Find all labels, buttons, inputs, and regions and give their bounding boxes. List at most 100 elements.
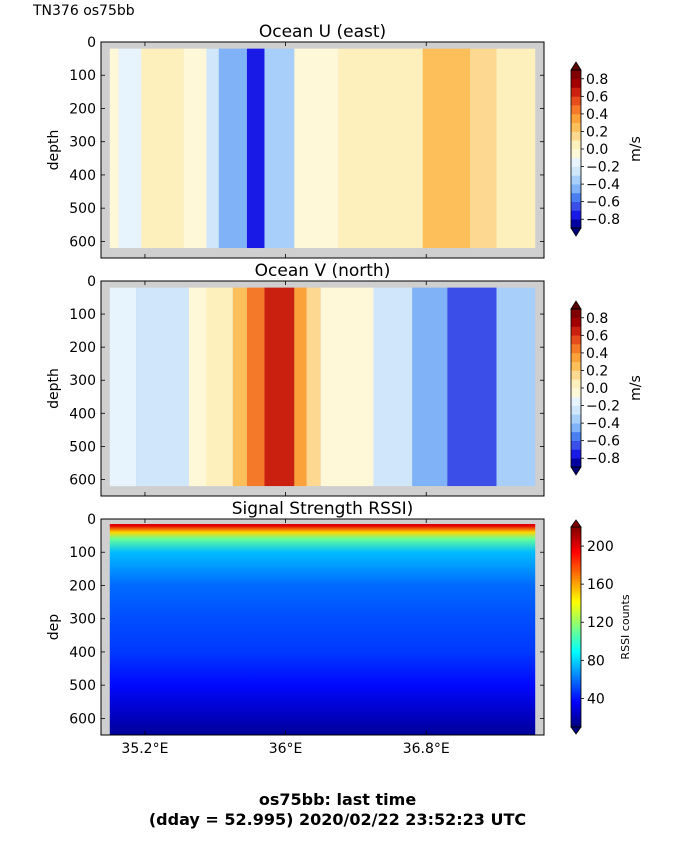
data-column [232, 287, 247, 487]
colorbar-tick-label: 0.6 [586, 328, 608, 344]
x-tick-label: 35.2°E [121, 741, 168, 757]
colorbar-tick-label: 0.0 [586, 381, 608, 397]
data-column [109, 48, 119, 249]
y-tick-label: 200 [69, 340, 96, 356]
colorbar-tick-label: 0.0 [586, 142, 608, 158]
colorbar-extend-top [570, 519, 582, 528]
y-tick-label: 600 [69, 472, 96, 488]
colorbar-tick-label: 0.8 [586, 311, 608, 327]
panel-title: Ocean U (east) [259, 22, 386, 42]
y-tick-label: 400 [69, 168, 96, 184]
colorbar-label: m/s [628, 136, 644, 162]
data-column [496, 287, 536, 487]
colorbar-segment [571, 149, 581, 159]
data-column [412, 287, 448, 487]
y-tick-label: 400 [69, 406, 96, 422]
y-axis-label: dep [46, 614, 62, 641]
y-tick-label: 300 [69, 373, 96, 389]
data-column [470, 48, 497, 249]
colorbar-label: RSSI counts [619, 594, 632, 659]
colorbar-tick-label: −0.6 [586, 195, 620, 211]
y-tick-label: 0 [87, 274, 96, 290]
y-tick-label: 400 [69, 645, 96, 661]
y-tick-label: 200 [69, 578, 96, 594]
data-column [206, 287, 233, 487]
data-column [422, 48, 471, 249]
y-tick-label: 600 [69, 234, 96, 250]
data-column [141, 48, 184, 249]
y-tick-label: 600 [69, 711, 96, 727]
colorbar-segment [571, 431, 581, 441]
colorbar-segment [571, 210, 581, 220]
colorbar-tick-label: 0.4 [586, 107, 608, 123]
colorbar-segment [571, 414, 581, 424]
x-tick-label: 36.8°E [403, 741, 450, 757]
figure: 0.80.60.40.20.0−0.2−0.4−0.6−0.8m/sOcean … [46, 22, 644, 757]
colorbar-segment [571, 87, 581, 97]
colorbar-segment [571, 388, 581, 398]
colorbar-segment [571, 317, 581, 327]
colorbar-tick-label: 160 [587, 577, 614, 593]
colorbar-segment [571, 440, 581, 450]
axes-frame [100, 41, 545, 259]
x-tick-label: 36°E [269, 741, 303, 757]
colorbar-extend-top [570, 61, 582, 71]
data-column [373, 287, 413, 487]
colorbar-segment [571, 219, 581, 229]
y-tick-label: 500 [69, 678, 96, 694]
data-column [320, 287, 374, 487]
data-column [338, 48, 423, 249]
colorbar-segment [571, 166, 581, 176]
rssi-field [109, 523, 536, 735]
colorbar-tick-label: 0.8 [586, 72, 608, 88]
y-tick-label: 0 [87, 35, 96, 51]
colorbar-segment [571, 379, 581, 389]
colorbar-segment [571, 113, 581, 123]
panel-title: Signal Strength RSSI) [232, 499, 414, 519]
colorbar-segment [571, 175, 581, 185]
panel-2: 0.80.6 0.40.2 0.0 −0.2−0.4 −0.6−0.8 m/s Ocean … [46, 261, 644, 497]
footer-line-2: (dday = 52.995) 2020/02/22 23:52:23 UTC [148, 810, 527, 829]
colorbar-segment [571, 335, 581, 345]
colorbar-segment [571, 105, 581, 115]
colorbar-extend-top [570, 300, 582, 310]
colorbar-segment [571, 405, 581, 415]
colorbar-segment [571, 192, 581, 202]
colorbar-segment [571, 361, 581, 371]
y-tick-label: 100 [69, 307, 96, 323]
data-column [496, 48, 536, 249]
panel-1: 0.80.6 0.40.2 0.0 −0.2−0.4 −0.6−0.8 m/s Ocean … [46, 22, 644, 259]
colorbar-segment [571, 309, 581, 319]
y-axis-label: depth [46, 130, 62, 171]
data-column [218, 48, 247, 249]
y-tick-label: 100 [69, 545, 96, 561]
colorbar-tick-label: −0.2 [586, 160, 620, 176]
colorbar-segment [571, 140, 581, 150]
colorbar-segment [571, 396, 581, 406]
y-axis-label: depth [46, 368, 62, 409]
data-column [136, 287, 189, 487]
colorbar-segment [571, 458, 581, 468]
y-tick-label: 300 [69, 135, 96, 151]
colorbar-tick-label: −0.8 [586, 212, 620, 228]
colorbar-tick-label: −0.4 [586, 177, 620, 193]
colorbar-tick-label: −0.8 [586, 451, 620, 467]
colorbar-segment [571, 122, 581, 132]
colorbar-tick-label: 0.2 [586, 363, 608, 379]
colorbar-tick-label: 120 [587, 615, 614, 631]
colorbar-segment [571, 184, 581, 194]
axes-frame [100, 518, 545, 736]
colorbar-segment [571, 70, 581, 80]
data-column [206, 48, 219, 249]
y-tick-label: 500 [69, 201, 96, 217]
colorbar-segment [571, 96, 581, 106]
axes-frame [100, 280, 545, 497]
colorbar-segment [571, 370, 581, 380]
y-tick-label: 500 [69, 439, 96, 455]
colorbar-extend-bottom [570, 227, 582, 237]
colorbar-segment [571, 423, 581, 433]
colorbar-segment [571, 157, 581, 167]
data-column [447, 287, 497, 487]
colorbar-segment [571, 78, 581, 88]
colorbar-segment [571, 352, 581, 362]
